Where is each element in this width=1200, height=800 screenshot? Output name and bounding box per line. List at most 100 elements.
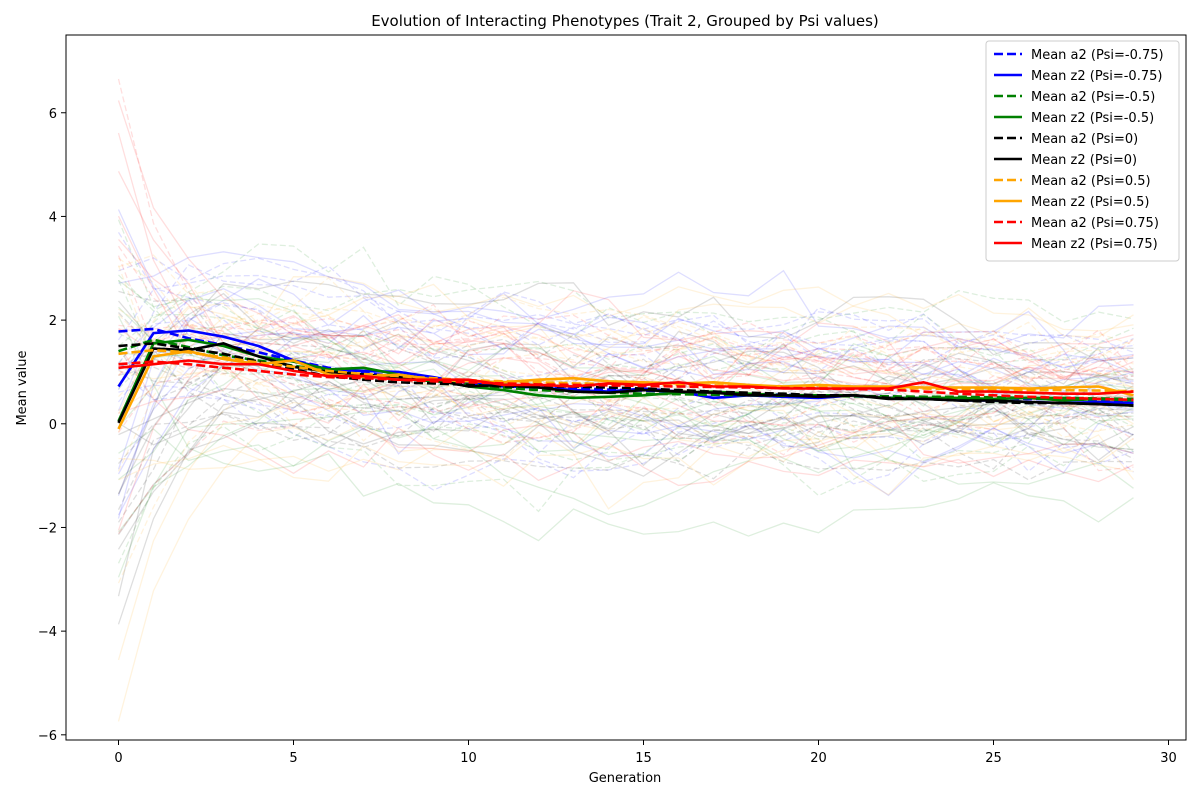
trace-line [118, 277, 1134, 398]
legend-entry: Mean a2 (Psi=0.5) [1031, 174, 1151, 189]
trace-line [117, 304, 1134, 472]
trace-line [117, 283, 1134, 433]
trace-line [118, 363, 1134, 432]
legend-entry: Mean a2 (Psi=0.75) [1031, 216, 1159, 231]
trace-line [118, 292, 1134, 388]
legend-entry: Mean z2 (Psi=0) [1031, 153, 1137, 168]
x-tick-label: 25 [985, 751, 1002, 766]
x-tick-label: 15 [635, 751, 652, 766]
x-tick-label: 5 [289, 751, 297, 766]
trace-line [117, 255, 1134, 419]
trace-line [118, 254, 1134, 384]
trace-line [118, 279, 1134, 407]
trace-line [117, 377, 1134, 533]
trace-line [118, 351, 1134, 454]
y-tick-label: −6 [38, 729, 57, 744]
trace-line [117, 308, 1134, 394]
series-line [118, 360, 1134, 402]
y-axis-label: Mean value [15, 350, 30, 425]
trace-line [117, 390, 1134, 564]
trace-line [117, 392, 1134, 534]
trace-line [117, 316, 1134, 420]
trace-line [117, 269, 1134, 519]
trace-line [118, 378, 1134, 436]
trace-line [117, 310, 1134, 496]
trace-line [118, 313, 1134, 461]
y-tick-label: 2 [49, 314, 57, 329]
trace-line [118, 398, 1134, 477]
trace-line [117, 380, 1134, 550]
trace-line [118, 302, 1134, 388]
trace-line [118, 280, 1134, 364]
trace-line [117, 132, 1134, 462]
trace-line [117, 265, 1134, 442]
x-tick-label: 20 [810, 751, 827, 766]
plot-frame [65, 34, 1187, 741]
trace-line [117, 287, 1134, 412]
individual-traces [117, 78, 1135, 722]
trace-line [117, 290, 1134, 531]
mean-lines [117, 327, 1134, 430]
y-tick-label: 6 [49, 107, 57, 122]
trace-line [118, 257, 1134, 390]
trace-line [118, 251, 1134, 375]
trace-line [117, 279, 1134, 462]
trace-line [117, 231, 1134, 433]
trace-line [117, 292, 1134, 470]
legend-entry: Mean a2 (Psi=0) [1031, 132, 1138, 147]
y-tick-label: −2 [38, 521, 57, 536]
trace-line [117, 243, 1134, 386]
trace-line [117, 344, 1134, 487]
x-tick-label: 30 [1160, 751, 1177, 766]
trace-line [118, 319, 1134, 400]
chart-title: Evolution of Interacting Phenotypes (Tra… [371, 12, 879, 30]
trace-line [117, 333, 1134, 475]
y-tick-label: 4 [49, 210, 57, 225]
legend-entry: Mean z2 (Psi=-0.5) [1031, 111, 1154, 126]
trace-line [117, 315, 1134, 542]
legend-box [985, 40, 1180, 262]
trace-line [118, 257, 1134, 369]
legend-entry: Mean z2 (Psi=0.75) [1031, 237, 1158, 252]
trace-line [117, 219, 1134, 513]
legend-entry: Mean a2 (Psi=-0.5) [1031, 90, 1155, 105]
trace-line [118, 430, 1134, 488]
y-tick-label: −4 [38, 625, 57, 640]
trace-line [117, 395, 1134, 510]
x-tick-label: 10 [460, 751, 477, 766]
series-line [117, 349, 1134, 430]
trace-line [118, 351, 1134, 437]
trace-line [117, 78, 1134, 441]
series-line [118, 359, 1134, 396]
trace-line [117, 281, 1134, 377]
trace-line [118, 346, 1134, 497]
trace-line [117, 265, 1134, 369]
trace-line [117, 171, 1134, 408]
trace-line [118, 306, 1134, 474]
trace-line [118, 384, 1134, 473]
legend-entry: Mean a2 (Psi=-0.75) [1031, 48, 1164, 63]
x-axis: 0 5 10 15 20 25 30 [114, 740, 1177, 766]
trace-line [117, 410, 1134, 625]
trace-line [118, 431, 1134, 510]
x-axis-label: Generation [589, 771, 662, 786]
legend-entry: Mean z2 (Psi=0.5) [1031, 195, 1150, 210]
trace-line [118, 369, 1134, 491]
trace-line [117, 264, 1134, 391]
trace-line [117, 412, 1135, 722]
trace-line [117, 332, 1134, 597]
legend: Mean a2 (Psi=-0.75) Mean z2 (Psi=-0.75) Me… [985, 40, 1180, 262]
legend-entry: Mean z2 (Psi=-0.75) [1031, 69, 1162, 84]
trace-line [117, 400, 1134, 578]
trace-line [118, 425, 1134, 516]
trace-line [118, 332, 1134, 428]
trace-line [118, 290, 1134, 408]
trace-line [118, 386, 1134, 465]
trace-line [117, 380, 1134, 535]
y-axis: −6 −4 −2 0 2 4 6 [38, 107, 66, 744]
trace-line [117, 320, 1134, 495]
trace-line [117, 380, 1134, 584]
x-tick-label: 0 [114, 751, 122, 766]
trace-line [117, 276, 1134, 388]
trace-line [118, 323, 1134, 389]
